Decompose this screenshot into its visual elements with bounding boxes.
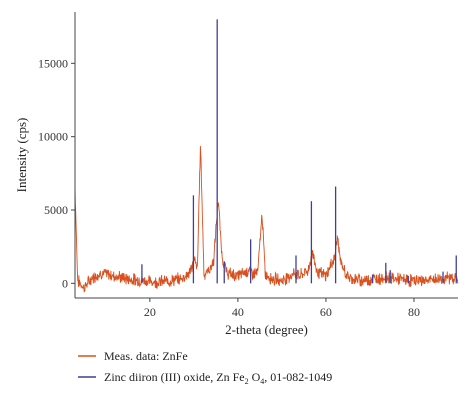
reference-peaks	[141, 19, 457, 284]
legend-label-measured: Meas. data: ZnFe	[104, 349, 188, 363]
x-axis-title: 2-theta (degree)	[225, 322, 308, 337]
y-tick-label: 5000	[44, 203, 68, 217]
y-tick-label: 15000	[38, 56, 68, 70]
y-tick-label: 10000	[38, 130, 68, 144]
x-tick-label: 20	[144, 305, 156, 319]
axes: 20 40 60 80 0 5000 10000 15000	[38, 12, 458, 319]
y-tick-label: 0	[62, 276, 68, 290]
measured-data-line	[74, 145, 459, 293]
x-tick-label: 60	[320, 305, 332, 319]
legend-label-reference: Zinc diiron (III) oxide, Zn Fe2 O4, 01-0…	[104, 370, 332, 386]
x-tick-label: 80	[408, 305, 420, 319]
legend: Meas. data: ZnFe Zinc diiron (III) oxide…	[78, 349, 332, 386]
y-axis-ticks: 0 5000 10000 15000	[38, 56, 75, 290]
x-axis-ticks: 20 40 60 80	[144, 298, 420, 319]
plot-area	[74, 19, 459, 293]
x-tick-label: 40	[232, 305, 244, 319]
y-axis-title: Intensity (cps)	[14, 118, 29, 193]
